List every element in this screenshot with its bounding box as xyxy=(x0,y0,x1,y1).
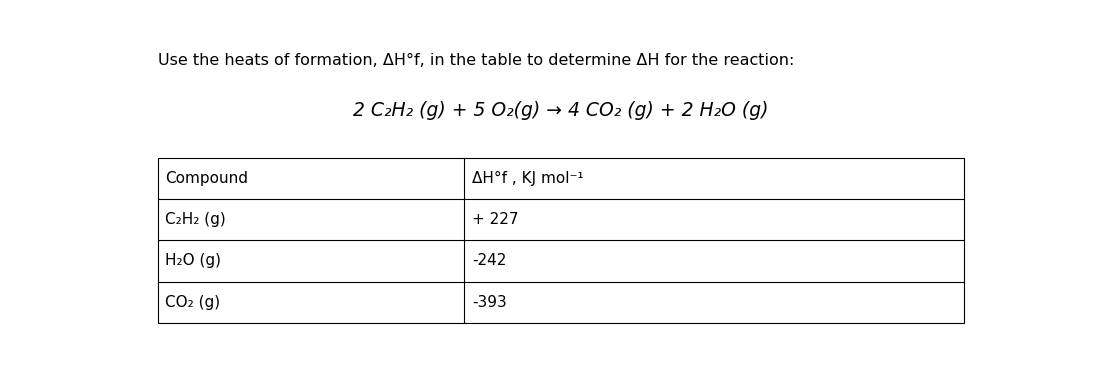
Text: ΔH°f , KJ mol⁻¹: ΔH°f , KJ mol⁻¹ xyxy=(472,171,584,186)
Text: -242: -242 xyxy=(472,254,507,268)
Text: C₂H₂ (g): C₂H₂ (g) xyxy=(165,212,226,227)
Text: H₂O (g): H₂O (g) xyxy=(165,254,221,268)
Text: + 227: + 227 xyxy=(472,212,519,227)
Text: Use the heats of formation, ΔH°f, in the table to determine ΔH for the reaction:: Use the heats of formation, ΔH°f, in the… xyxy=(158,53,795,68)
Text: 2 C₂H₂ (g) + 5 O₂(g) → 4 CO₂ (g) + 2 H₂O (g): 2 C₂H₂ (g) + 5 O₂(g) → 4 CO₂ (g) + 2 H₂O… xyxy=(354,101,769,120)
Text: CO₂ (g): CO₂ (g) xyxy=(165,294,220,310)
Text: Compound: Compound xyxy=(165,171,247,186)
Text: -393: -393 xyxy=(472,294,507,310)
Bar xyxy=(158,158,965,323)
